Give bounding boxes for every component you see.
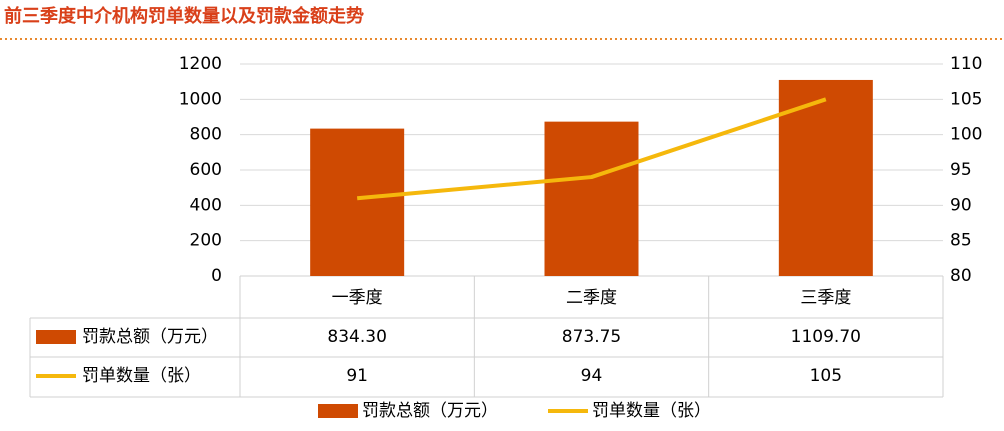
y2-tick-label: 100 xyxy=(950,125,982,145)
table-value: 105 xyxy=(810,366,842,386)
legend-swatch xyxy=(36,330,76,344)
y-tick-label: 1000 xyxy=(179,89,222,109)
chart-title: 前三季度中介机构罚单数量以及罚款金额走势 xyxy=(4,5,364,27)
x-tick-label: 一季度 xyxy=(332,288,383,308)
x-tick-label: 三季度 xyxy=(800,288,851,308)
y-tick-label: 1200 xyxy=(179,54,222,74)
legend-label: 罚款总额（万元） xyxy=(362,401,498,421)
table-value: 94 xyxy=(581,366,603,386)
bar xyxy=(544,121,639,276)
table-value: 834.30 xyxy=(327,327,386,347)
y2-tick-label: 80 xyxy=(950,266,972,286)
line xyxy=(356,97,827,201)
y2-tick-label: 95 xyxy=(950,160,972,180)
y-tick-label: 600 xyxy=(190,160,222,180)
legend-swatch xyxy=(318,404,358,418)
legend-label: 罚单数量（张） xyxy=(592,401,711,421)
y2-tick-label: 110 xyxy=(950,54,982,74)
table-value: 1109.70 xyxy=(791,327,861,347)
y-tick-label: 0 xyxy=(211,266,222,286)
y-tick-label: 200 xyxy=(190,231,222,251)
table-row-label: 罚单数量（张） xyxy=(82,366,201,386)
y-tick-label: 400 xyxy=(190,195,222,215)
y-tick-label: 800 xyxy=(190,125,222,145)
table-row-label: 罚款总额（万元） xyxy=(82,327,218,347)
x-tick-label: 二季度 xyxy=(566,288,617,308)
y2-tick-label: 105 xyxy=(950,89,982,109)
y2-tick-label: 90 xyxy=(950,195,972,215)
y2-tick-label: 85 xyxy=(950,231,972,251)
table-value: 873.75 xyxy=(562,327,621,347)
bar xyxy=(778,79,873,276)
table-value: 91 xyxy=(346,366,368,386)
bar xyxy=(310,128,405,276)
